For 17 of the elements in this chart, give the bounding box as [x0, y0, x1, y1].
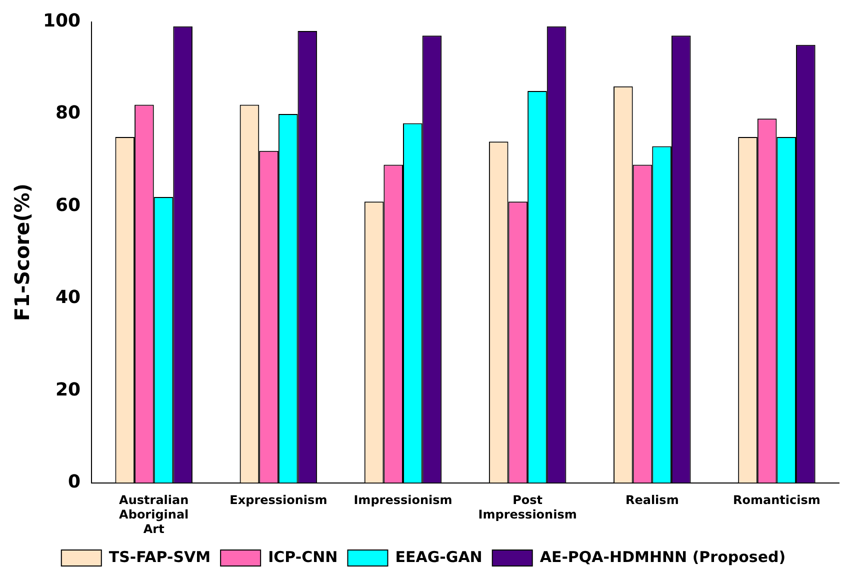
legend-label: AE-PQA-HDMHNN (Proposed) [540, 548, 786, 566]
y-tick-label: 60 [56, 194, 81, 216]
legend-label: ICP-CNN [268, 548, 338, 566]
legend-label: TS-FAP-SVM [108, 548, 211, 566]
x-tick-label: Realism [625, 493, 679, 508]
y-tick-label: 100 [42, 10, 81, 32]
y-tick-label: 20 [56, 379, 81, 400]
legend-label: EEAG-GAN [395, 548, 482, 566]
y-axis-title: F1-Score(%) [10, 183, 34, 322]
x-tick-label: Impressionism [354, 493, 452, 508]
x-tick-label: Expressionism [230, 493, 328, 508]
y-tick-label: 0 [68, 471, 81, 492]
x-tick-label: Australian Aboriginal Art [119, 493, 189, 536]
x-tick-label: Romanticism [733, 493, 820, 508]
y-tick-label: 40 [56, 287, 81, 308]
x-tick-label: Post Impressionism [478, 493, 577, 522]
y-tick-label: 80 [56, 102, 81, 124]
